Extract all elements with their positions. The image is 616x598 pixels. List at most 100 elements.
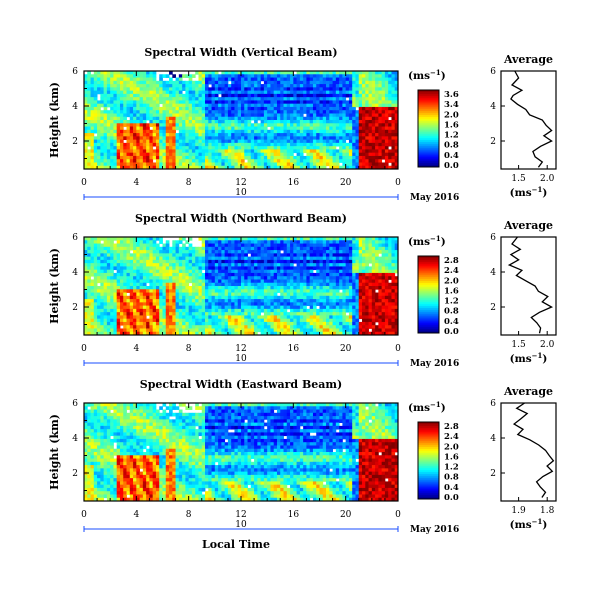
heatmap-cell: [175, 93, 180, 98]
heatmap-cell: [276, 263, 281, 267]
heatmap-cell: [342, 103, 347, 108]
heatmap-cell: [270, 133, 275, 137]
heatmap-cell: [290, 325, 294, 329]
heatmap-cell: [146, 110, 150, 114]
heatmap-cell: [303, 302, 307, 306]
heatmap-cell: [231, 318, 235, 323]
heatmap-cell: [345, 152, 350, 157]
heatmap-cell: [306, 295, 311, 300]
heatmap-cell: [139, 305, 144, 310]
heatmap-cell: [224, 237, 229, 241]
heatmap-cell: [224, 93, 229, 98]
heatmap-cell: [267, 84, 271, 88]
heatmap-cell: [133, 110, 137, 114]
heatmap-cell: [146, 80, 150, 85]
heatmap-cell: [231, 120, 235, 124]
heatmap-cell: [303, 100, 307, 105]
heatmap-cell: [388, 152, 392, 157]
heatmap-cell: [162, 139, 167, 144]
heatmap-cell: [214, 292, 219, 297]
heatmap-cell: [188, 136, 193, 140]
heatmap-cell: [90, 240, 95, 244]
heatmap-cell: [119, 276, 124, 280]
heatmap-cell: [319, 106, 324, 111]
heatmap-cell: [97, 116, 101, 121]
heatmap-cell: [198, 84, 203, 88]
heatmap-cell: [84, 123, 88, 127]
heatmap-cell: [169, 331, 173, 336]
heatmap-cell: [218, 328, 222, 333]
heatmap-cell: [100, 305, 105, 310]
heatmap-cell: [365, 133, 369, 137]
heatmap-cell: [191, 87, 196, 91]
heatmap-cell: [263, 302, 268, 306]
heatmap-cell: [188, 312, 193, 316]
heatmap-cell: [362, 106, 366, 111]
heatmap-cell: [231, 100, 235, 105]
heatmap-cell: [103, 312, 108, 316]
heatmap-cell: [306, 93, 311, 98]
heatmap-cell: [208, 133, 212, 137]
colorbar-swatch: [418, 141, 439, 145]
heatmap-cell: [381, 126, 386, 131]
heatmap-cell: [149, 302, 154, 306]
heatmap-cell: [237, 149, 242, 154]
heatmap-cell: [175, 266, 180, 271]
heatmap-cell: [90, 246, 95, 251]
heatmap-cell: [97, 237, 101, 241]
heatmap-cell: [87, 139, 91, 144]
heatmap-cell: [296, 159, 301, 163]
heatmap-cell: [267, 162, 271, 167]
heatmap-cell: [208, 321, 212, 326]
heatmap-cell: [110, 272, 114, 277]
heatmap-cell: [100, 77, 105, 82]
heatmap-cell: [165, 110, 170, 114]
heatmap-cell: [155, 136, 160, 140]
heatmap-cell: [129, 295, 134, 300]
heatmap-cell: [381, 100, 386, 105]
heatmap-cell: [270, 328, 275, 333]
heatmap-cell: [280, 253, 284, 257]
heatmap-cell: [106, 129, 111, 134]
heatmap-cell: [303, 295, 307, 300]
heatmap-cell: [218, 286, 222, 290]
heatmap-cell: [136, 292, 140, 297]
heatmap-cell: [371, 90, 376, 95]
heatmap-cell: [110, 139, 114, 144]
heatmap-cell: [172, 292, 176, 297]
heatmap-cell: [106, 295, 111, 300]
heatmap-cell: [142, 243, 147, 248]
heatmap-cell: [375, 155, 379, 160]
heatmap-cell: [165, 80, 170, 85]
heatmap-cell: [247, 328, 252, 333]
heatmap-cell: [165, 246, 170, 251]
heatmap-cell: [280, 106, 284, 111]
heatmap-cell: [103, 152, 108, 157]
heatmap-cell: [142, 269, 147, 274]
heatmap-cell: [211, 110, 216, 114]
heatmap-cell: [116, 93, 121, 98]
heatmap-cell: [224, 129, 229, 134]
heatmap-cell: [260, 289, 265, 293]
heatmap-cell: [391, 165, 396, 170]
heatmap-cell: [113, 93, 118, 98]
heatmap-cell: [371, 149, 376, 154]
heatmap-cell: [384, 106, 389, 111]
heatmap-cell: [227, 103, 232, 108]
heatmap-cell: [119, 299, 124, 303]
heatmap-cell: [149, 279, 154, 284]
heatmap-cell: [146, 272, 150, 277]
heatmap-cell: [250, 106, 255, 111]
heatmap-cell: [214, 146, 219, 150]
heatmap-cell: [142, 155, 147, 160]
heatmap-cell: [303, 237, 307, 241]
heatmap-cell: [195, 123, 199, 127]
heatmap-cell: [123, 279, 127, 284]
heatmap-cell: [345, 126, 350, 131]
heatmap-cell: [231, 159, 235, 163]
heatmap-cell: [329, 100, 333, 105]
heatmap-cell: [283, 165, 288, 170]
heatmap-cell: [335, 129, 340, 134]
heatmap-cell: [381, 136, 386, 140]
heatmap-cell: [123, 325, 127, 329]
